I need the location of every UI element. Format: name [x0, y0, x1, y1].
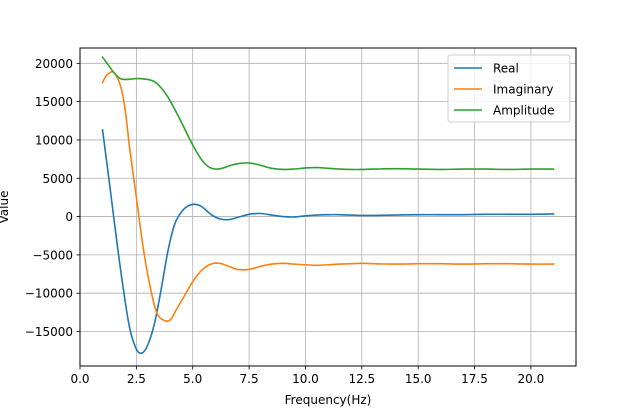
- y-tick-label: −10000: [25, 287, 73, 301]
- plot-frame: [79, 47, 577, 367]
- x-tick-label: 12.5: [348, 372, 375, 386]
- x-tick-label: 2.5: [127, 372, 146, 386]
- legend: Real Imaginary Amplitude: [447, 54, 571, 123]
- legend-box: [447, 54, 571, 123]
- x-tick-label: 0.0: [70, 372, 89, 386]
- y-tick-label: 0: [65, 210, 73, 224]
- x-tick-label: 20.0: [518, 372, 545, 386]
- y-tick-label: 20000: [35, 57, 73, 71]
- series-line-real: [101, 129, 555, 355]
- series-layer: [101, 56, 555, 355]
- legend-label-real: Real: [493, 62, 519, 76]
- x-tick-label: 10.0: [292, 372, 319, 386]
- y-tick-label: 15000: [35, 95, 73, 109]
- y-tick-label: 10000: [35, 133, 73, 147]
- y-axis-ticks: −15000 −10000 −5000 0 5000 10000 15000 20000: [25, 57, 80, 339]
- legend-label-imaginary: Imaginary: [493, 83, 554, 97]
- y-tick-label: −15000: [25, 325, 73, 339]
- x-tick-label: 5.0: [183, 372, 202, 386]
- y-tick-label: 5000: [42, 172, 73, 186]
- series-line-amplitude: [101, 56, 555, 171]
- y-axis-label: Value: [0, 191, 11, 224]
- x-tick-label: 7.5: [240, 372, 259, 386]
- x-tick-label: 15.0: [405, 372, 432, 386]
- x-axis-ticks: 0.0 2.5 5.0 7.5 10.0 12.5 15.0 17.5 20.0: [70, 366, 544, 386]
- x-axis-label: Frequency(Hz): [285, 393, 372, 407]
- x-tick-label: 17.5: [461, 372, 488, 386]
- legend-label-amplitude: Amplitude: [493, 104, 555, 118]
- series-line-imaginary: [101, 71, 555, 323]
- y-tick-label: −5000: [32, 248, 73, 262]
